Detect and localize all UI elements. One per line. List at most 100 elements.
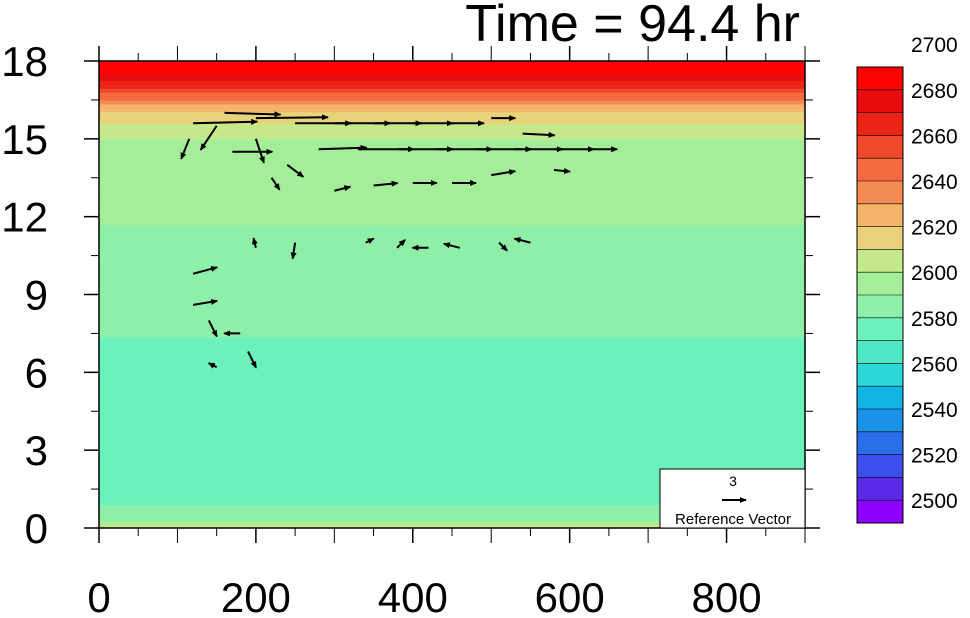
colorbar-frame — [856, 66, 904, 524]
field-band — [99, 88, 805, 93]
field-band — [99, 391, 805, 397]
wind-vector — [286, 163, 305, 178]
field-band — [99, 492, 805, 498]
field-band — [99, 251, 805, 257]
field-band — [99, 345, 805, 350]
field-band — [99, 134, 805, 140]
field-band — [99, 329, 805, 335]
wind-vector — [553, 167, 571, 174]
field-band — [99, 150, 805, 155]
wind-vector — [207, 362, 218, 369]
field-band — [99, 185, 805, 191]
field-band — [99, 228, 805, 233]
colorbar-swatch — [857, 67, 903, 91]
field-band — [99, 450, 805, 455]
wind-vector — [180, 138, 191, 160]
y-tick-label: 0 — [25, 505, 48, 552]
field-band — [99, 216, 805, 222]
field-band — [99, 169, 805, 175]
colorbar-swatch — [857, 500, 903, 524]
wind-vector — [290, 242, 297, 260]
field-band — [99, 224, 805, 229]
field-band — [99, 131, 805, 136]
field-band — [99, 282, 805, 288]
field-band — [99, 189, 805, 194]
wind-vector — [491, 169, 517, 177]
field-band — [99, 520, 805, 525]
field-band — [99, 422, 805, 428]
field-band — [99, 372, 805, 377]
field-band — [99, 341, 805, 346]
colorbar-swatch — [857, 317, 903, 341]
wind-vector — [513, 237, 531, 244]
wind-vector — [442, 242, 461, 249]
field-band — [99, 504, 805, 510]
colorbar-swatch — [857, 340, 903, 364]
colorbar-label: 2540 — [911, 399, 958, 422]
field-band — [99, 364, 805, 370]
field-band — [99, 96, 805, 101]
field-band — [99, 438, 805, 443]
colorbar: 2500 2520 2540 2560 2580 2600 2620 2640 2660 2680… — [856, 34, 958, 524]
field-band — [99, 317, 805, 323]
wind-vector — [247, 351, 257, 369]
x-tick-label: 800 — [692, 574, 762, 618]
colorbar-label: 2640 — [911, 171, 958, 194]
field-band — [99, 259, 805, 264]
field-band — [99, 469, 805, 475]
field-band — [99, 434, 805, 440]
wind-vector — [365, 237, 375, 244]
wind-vector — [199, 125, 218, 151]
field-band — [99, 395, 805, 401]
wind-vector — [334, 185, 352, 192]
colorbar-label: 2660 — [911, 125, 958, 148]
field-band — [99, 158, 805, 163]
field-band — [99, 193, 805, 198]
field-band — [99, 204, 805, 210]
field-band — [99, 419, 805, 424]
wind-vector — [252, 237, 258, 249]
field-band — [99, 360, 805, 366]
field-band — [99, 496, 805, 502]
field-band — [99, 290, 805, 296]
field-band — [99, 399, 805, 405]
wind-vector — [192, 265, 219, 275]
colorbar-label: 2680 — [911, 80, 958, 103]
field-band — [99, 247, 805, 253]
x-tick-label: 600 — [535, 574, 605, 618]
field-band — [99, 352, 805, 358]
field-band — [99, 481, 805, 486]
field-band — [99, 356, 805, 362]
field-band — [99, 173, 805, 179]
colorbar-label: 2520 — [911, 445, 958, 468]
field-band — [99, 236, 805, 241]
field-band — [99, 201, 805, 206]
field-band — [99, 485, 805, 490]
field-band — [99, 512, 805, 517]
colorbar-swatch — [857, 89, 903, 113]
field-band — [99, 430, 805, 436]
field-band — [99, 407, 805, 412]
field-band — [99, 298, 805, 303]
wind-vector — [498, 241, 508, 252]
field-band — [99, 477, 805, 482]
field-band — [99, 442, 805, 447]
wind-vector — [318, 144, 368, 151]
field-band — [99, 321, 805, 327]
field-band — [99, 111, 805, 117]
field-band — [99, 68, 805, 74]
y-tick-label: 6 — [25, 349, 48, 396]
field-band — [99, 154, 805, 159]
field-band — [99, 177, 805, 183]
field-band — [99, 461, 805, 467]
wind-vector — [270, 177, 281, 191]
y-tick-label: 18 — [1, 38, 48, 85]
field-band — [99, 275, 805, 280]
field-band — [99, 384, 805, 389]
field-band — [99, 142, 805, 148]
wind-vector — [224, 111, 282, 118]
colorbar-swatch — [857, 295, 903, 319]
colorbar-swatch — [857, 363, 903, 387]
field-band — [99, 107, 805, 113]
